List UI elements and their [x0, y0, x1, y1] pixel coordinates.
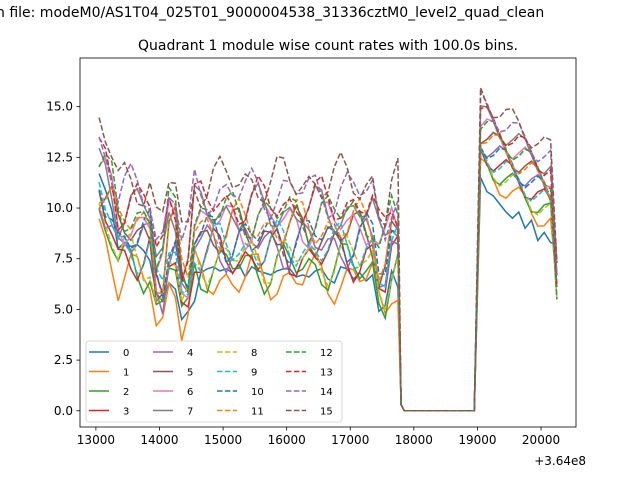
legend-label-1: 1 — [123, 368, 129, 379]
series-line-9 — [98, 144, 558, 412]
legend-label-11: 11 — [251, 407, 264, 418]
legend-label-13: 13 — [320, 368, 333, 379]
series-line-13 — [98, 105, 558, 412]
legend-label-0: 0 — [123, 348, 129, 359]
figure-suptitle: n file: modeM0/AS1T04_025T01_9000004538_… — [0, 5, 544, 21]
legend-label-4: 4 — [187, 348, 193, 359]
legend-label-2: 2 — [123, 387, 129, 398]
legend-label-6: 6 — [187, 387, 193, 398]
x-tick-label: 14000 — [140, 433, 178, 447]
legend-box — [85, 340, 343, 423]
y-tick-label: 15.0 — [46, 100, 73, 114]
legend-label-5: 5 — [187, 368, 193, 379]
legend-label-15: 15 — [320, 407, 333, 418]
axes-frame — [79, 57, 577, 428]
legend-label-7: 7 — [187, 407, 193, 418]
x-tick-label: 15000 — [204, 433, 242, 447]
y-tick-label: 0.0 — [54, 404, 73, 418]
x-tick-label: 19000 — [458, 433, 496, 447]
x-tick-label: 20000 — [522, 433, 560, 447]
x-tick-label: 13000 — [77, 433, 115, 447]
y-tick-label: 5.0 — [54, 302, 73, 316]
legend-label-14: 14 — [320, 387, 333, 398]
chart-title: Quadrant 1 module wise count rates with … — [138, 38, 518, 54]
legend-label-10: 10 — [251, 387, 264, 398]
legend-label-12: 12 — [320, 348, 333, 359]
x-tick-label: 18000 — [395, 433, 433, 447]
x-tick-label: 16000 — [268, 433, 306, 447]
plot-area — [98, 87, 558, 412]
axes: 13000 14000 15000 16000 17000 18000 19000 20000… — [46, 57, 577, 447]
y-tick-label: 7.5 — [54, 252, 73, 266]
legend-label-3: 3 — [123, 407, 129, 418]
legend-label-9: 9 — [251, 368, 257, 379]
y-tick-label: 2.5 — [54, 353, 73, 367]
legend-label-8: 8 — [251, 348, 257, 359]
x-tick-label: 17000 — [331, 433, 369, 447]
x-axis-offset-label: +3.64e8 — [534, 454, 586, 468]
series-line-12 — [98, 120, 558, 412]
y-tick-label: 10.0 — [46, 201, 73, 215]
y-tick-label: 12.5 — [46, 150, 73, 164]
series-line-15 — [98, 87, 558, 412]
